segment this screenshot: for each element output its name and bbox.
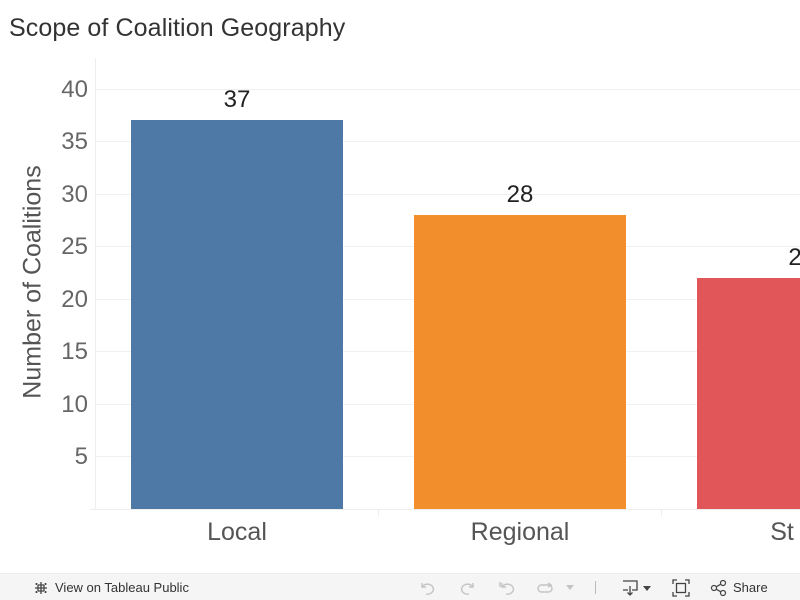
bar-chart: Number of Coalitions 5 10 15 20 25 30 35… [19,58,800,546]
tableau-toolbar: View on Tableau Public Share [0,573,800,600]
bar-value-label: 2 [788,244,800,271]
chart-title: Scope of Coalition Geography [9,14,346,42]
bar-state[interactable] [697,278,800,509]
revert-icon[interactable] [498,574,516,600]
undo-icon[interactable] [419,574,437,600]
x-axis-line [90,509,800,510]
share-button[interactable]: Share [710,574,768,600]
y-tick-label: 5 [74,443,88,470]
y-tick-label: 15 [61,338,88,365]
share-icon [710,579,728,596]
dropdown-caret-icon[interactable] [566,574,574,600]
x-category-label: St [770,518,794,546]
y-tick-label: 10 [61,391,88,418]
gridline-30 [95,194,800,195]
bar-local[interactable] [131,120,343,509]
view-on-tableau-label: View on Tableau Public [55,580,189,595]
fullscreen-icon[interactable] [672,574,690,600]
tableau-logo-icon [33,580,49,596]
x-tick-mark [378,509,379,517]
y-tick-label: 20 [61,286,88,313]
share-label: Share [733,580,768,595]
redo-icon[interactable] [458,574,476,600]
x-category-label: Local [207,518,267,546]
y-tick-label: 30 [61,181,88,208]
toolbar-separator [595,581,596,594]
view-on-tableau-link[interactable]: View on Tableau Public [33,574,189,600]
y-tick-label: 40 [61,76,88,103]
y-tick-label: 35 [61,128,88,155]
x-tick-mark [661,509,662,517]
download-icon[interactable] [622,574,652,600]
y-axis-line [95,58,96,510]
x-category-label: Regional [470,518,570,546]
gridline-35 [95,141,800,142]
bar-value-label: 37 [223,86,251,113]
bar-regional[interactable] [414,215,626,509]
bar-value-label: 28 [506,181,534,208]
gridline-40 [95,89,800,90]
y-tick-label: 25 [61,233,88,260]
refresh-icon[interactable] [536,574,554,600]
